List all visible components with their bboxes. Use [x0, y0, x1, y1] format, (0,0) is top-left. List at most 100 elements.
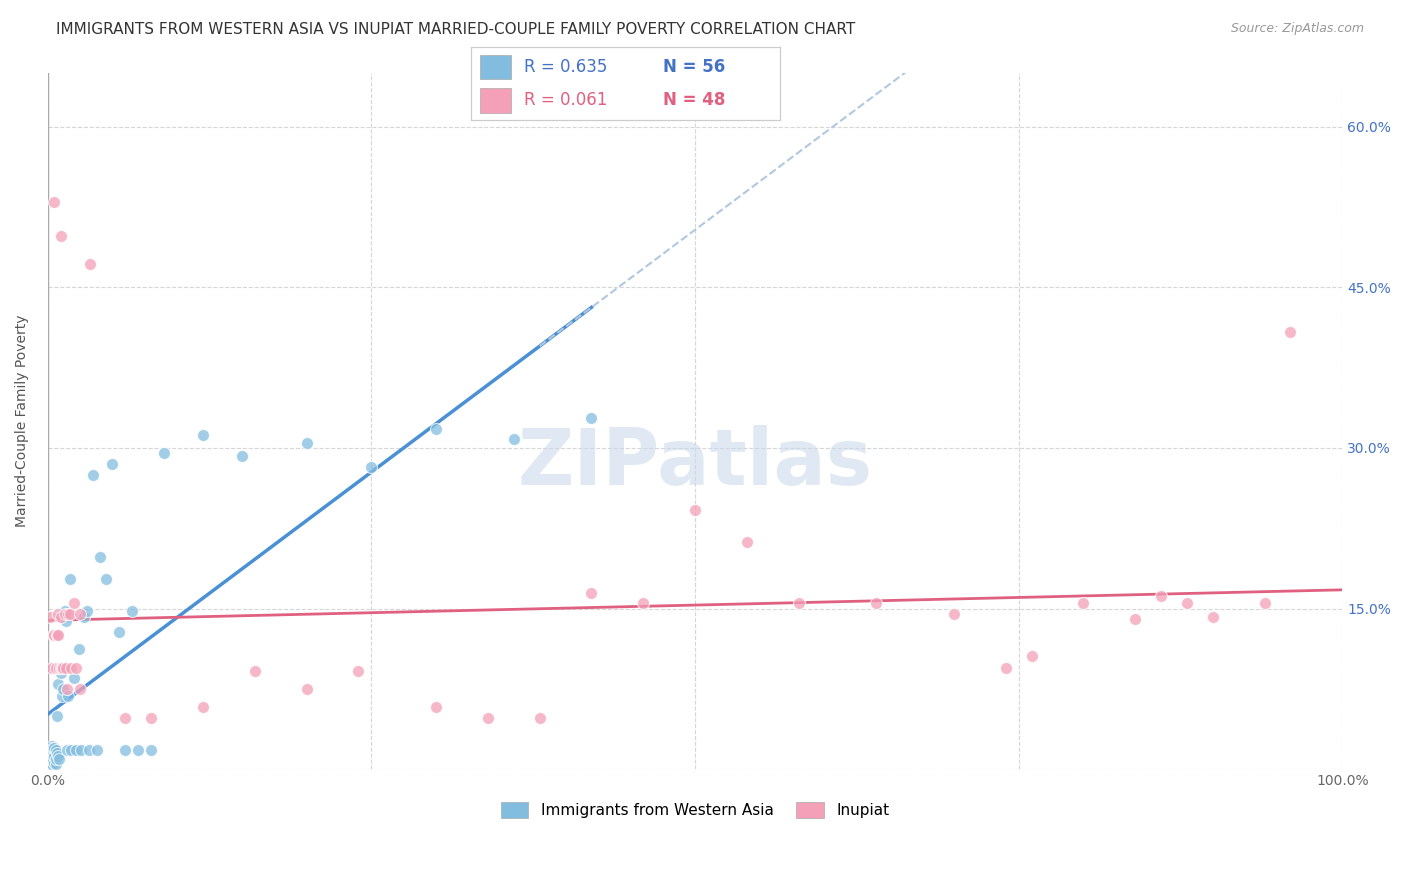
- Y-axis label: Married-Couple Family Poverty: Married-Couple Family Poverty: [15, 315, 30, 527]
- Point: [425, 700, 447, 714]
- Point: [53, 607, 76, 621]
- Point: [1150, 589, 1173, 603]
- Point: [735, 535, 758, 549]
- Point: [69, 681, 91, 696]
- Text: N = 48: N = 48: [662, 91, 725, 109]
- Point: [1175, 596, 1198, 610]
- Point: [295, 435, 318, 450]
- Point: [44, 751, 66, 765]
- Point: [69, 607, 91, 621]
- Bar: [481, 88, 512, 113]
- Point: [101, 457, 124, 471]
- Point: [56, 743, 79, 757]
- Point: [243, 664, 266, 678]
- Point: [45, 708, 67, 723]
- Point: [108, 625, 131, 640]
- Point: [49, 660, 72, 674]
- Point: [39, 756, 62, 771]
- Point: [58, 607, 80, 621]
- Point: [60, 660, 83, 674]
- Point: [44, 756, 66, 770]
- Text: ZIPatlas: ZIPatlas: [517, 425, 873, 501]
- Point: [114, 711, 136, 725]
- Point: [46, 749, 69, 764]
- Point: [994, 660, 1017, 674]
- Point: [114, 743, 136, 757]
- Point: [42, 628, 65, 642]
- Point: [38, 751, 60, 765]
- Point: [42, 754, 65, 768]
- Point: [49, 228, 72, 243]
- Point: [52, 660, 75, 674]
- Point: [44, 628, 66, 642]
- Point: [127, 743, 149, 757]
- Point: [41, 660, 63, 674]
- Point: [89, 550, 111, 565]
- Point: [45, 746, 67, 760]
- Point: [44, 740, 66, 755]
- Point: [56, 681, 79, 696]
- Point: [73, 610, 96, 624]
- Point: [60, 743, 83, 757]
- Text: IMMIGRANTS FROM WESTERN ASIA VS INUPIAT MARRIED-COUPLE FAMILY POVERTY CORRELATIO: IMMIGRANTS FROM WESTERN ASIA VS INUPIAT …: [56, 22, 855, 37]
- Point: [62, 596, 84, 610]
- Text: R = 0.635: R = 0.635: [523, 58, 607, 76]
- Point: [55, 660, 77, 674]
- Point: [41, 751, 63, 765]
- Point: [1202, 610, 1225, 624]
- Point: [529, 711, 551, 725]
- Point: [44, 660, 66, 674]
- Point: [41, 756, 63, 771]
- Point: [51, 690, 73, 704]
- Point: [70, 743, 93, 757]
- Point: [191, 428, 214, 442]
- Point: [65, 660, 87, 674]
- Legend: Immigrants from Western Asia, Inupiat: Immigrants from Western Asia, Inupiat: [495, 797, 896, 824]
- Point: [65, 743, 87, 757]
- Point: [51, 660, 73, 674]
- Point: [477, 711, 499, 725]
- Point: [502, 433, 524, 447]
- Point: [38, 743, 60, 757]
- Point: [231, 450, 253, 464]
- Point: [39, 740, 62, 755]
- Point: [53, 604, 76, 618]
- Point: [79, 257, 101, 271]
- Text: Source: ZipAtlas.com: Source: ZipAtlas.com: [1230, 22, 1364, 36]
- Point: [787, 596, 810, 610]
- Point: [581, 411, 603, 425]
- Point: [153, 446, 176, 460]
- Point: [86, 743, 108, 757]
- Point: [76, 604, 98, 618]
- Point: [42, 740, 65, 755]
- Point: [44, 743, 66, 757]
- Point: [41, 739, 63, 753]
- Point: [191, 700, 214, 714]
- Point: [121, 604, 143, 618]
- Point: [360, 460, 382, 475]
- Point: [1123, 612, 1146, 626]
- Point: [52, 681, 75, 696]
- Point: [1279, 325, 1302, 339]
- Point: [48, 660, 70, 674]
- Point: [46, 607, 69, 621]
- Point: [581, 585, 603, 599]
- Point: [1253, 596, 1275, 610]
- Point: [631, 596, 654, 610]
- Point: [49, 610, 72, 624]
- Point: [39, 749, 62, 764]
- Point: [59, 607, 82, 621]
- Point: [425, 422, 447, 436]
- Point: [94, 572, 117, 586]
- Text: R = 0.061: R = 0.061: [523, 91, 607, 109]
- Point: [58, 690, 80, 704]
- Point: [141, 711, 163, 725]
- Point: [49, 665, 72, 680]
- Point: [77, 743, 100, 757]
- Point: [45, 628, 67, 642]
- Point: [82, 467, 104, 482]
- Point: [46, 676, 69, 690]
- Point: [295, 681, 318, 696]
- Point: [59, 572, 82, 586]
- Point: [942, 607, 965, 621]
